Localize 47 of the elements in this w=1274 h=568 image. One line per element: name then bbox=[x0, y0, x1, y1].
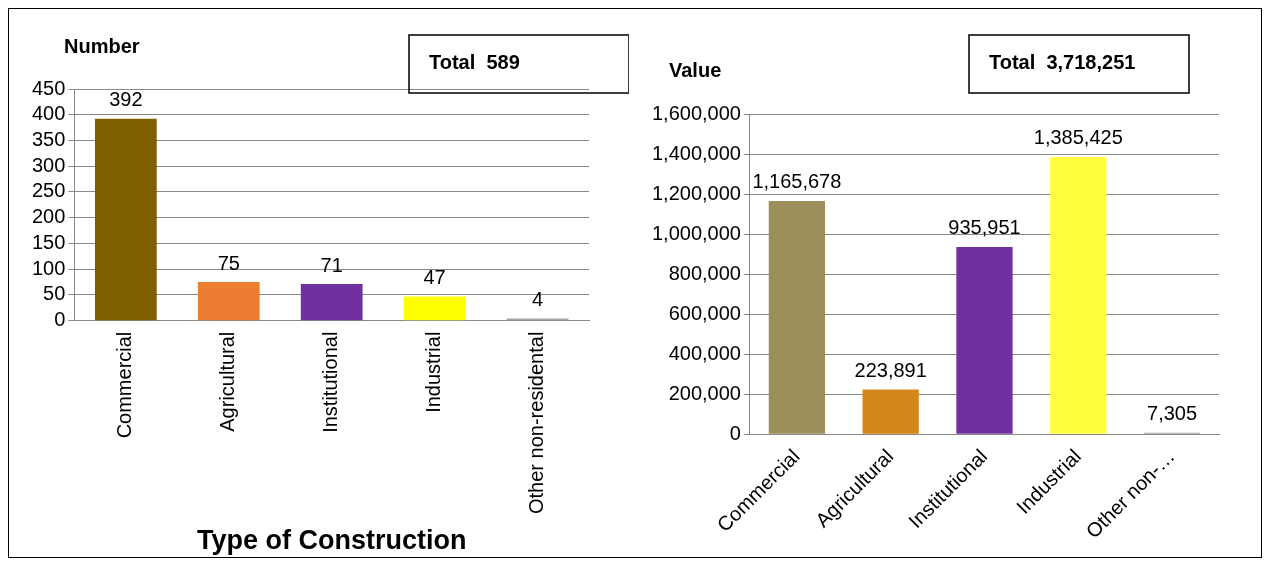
x-tick-label: Agricultural bbox=[216, 331, 239, 432]
y-tick-label: 200,000 bbox=[668, 381, 741, 404]
data-label: 1,165,678 bbox=[752, 170, 842, 193]
x-tick-label: Industrial bbox=[422, 331, 445, 413]
y-axis-title: Number bbox=[64, 34, 140, 57]
text: Total 589 bbox=[429, 50, 520, 73]
data-label: 935,951 bbox=[948, 216, 1021, 239]
y-tick-label: 100 bbox=[31, 256, 66, 279]
y-tick-label: 400 bbox=[31, 102, 66, 125]
y-tick-label: 200 bbox=[31, 205, 66, 228]
y-axis-title: Value bbox=[669, 58, 722, 81]
data-label: 1,385,425 bbox=[1033, 126, 1123, 149]
x-tick-label: Other non-residental bbox=[525, 331, 548, 514]
x-axis-title: Type of Construction bbox=[196, 524, 467, 555]
data-label: 47 bbox=[423, 265, 446, 288]
data-label: 392 bbox=[109, 88, 143, 111]
y-tick-label: 350 bbox=[31, 128, 66, 150]
bar bbox=[1050, 156, 1107, 434]
y-tick-label: 1,600,000 bbox=[651, 101, 741, 124]
data-label: 75 bbox=[217, 251, 240, 274]
y-tick-label: 800,000 bbox=[668, 261, 741, 284]
bar bbox=[403, 296, 466, 321]
bar bbox=[94, 118, 157, 321]
y-tick-label: 300 bbox=[31, 153, 66, 176]
y-tick-label: 150 bbox=[31, 230, 66, 253]
y-tick-label: 50 bbox=[43, 282, 66, 305]
y-tick-label: 250 bbox=[31, 179, 66, 202]
y-tick-label: 1,200,000 bbox=[651, 181, 741, 204]
y-tick-label: 1,000,000 bbox=[651, 221, 741, 244]
text: Total 3,718,251 bbox=[989, 50, 1136, 73]
x-tick-label: Commercial bbox=[113, 331, 136, 439]
y-tick-label: 0 bbox=[729, 421, 741, 444]
y-tick-label: 450 bbox=[31, 76, 66, 99]
y-tick-label: 400,000 bbox=[668, 341, 741, 364]
bar bbox=[862, 389, 919, 434]
bar bbox=[197, 282, 260, 321]
x-tick-label: Institutional bbox=[319, 331, 342, 433]
y-tick-label: 0 bbox=[54, 308, 66, 331]
data-label: 7,305 bbox=[1147, 402, 1198, 425]
data-label: 4 bbox=[531, 288, 544, 311]
y-tick-label: 600,000 bbox=[668, 301, 741, 324]
bar bbox=[768, 200, 826, 434]
data-label: 71 bbox=[320, 253, 343, 276]
bar bbox=[956, 246, 1013, 434]
bar bbox=[300, 284, 363, 321]
data-label: 223,891 bbox=[854, 358, 927, 381]
y-tick-label: 1,400,000 bbox=[651, 141, 741, 164]
